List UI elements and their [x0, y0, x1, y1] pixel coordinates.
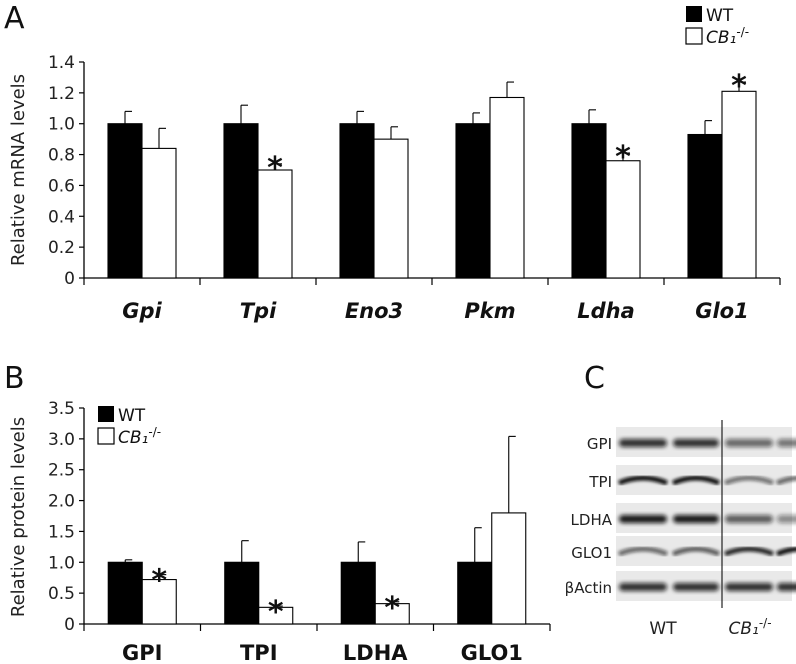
- legend-swatch-wt: [686, 6, 702, 22]
- bar-cb1-b: [258, 606, 294, 625]
- legend-label-wt: WT: [706, 6, 734, 26]
- blot-band: [776, 546, 796, 557]
- bar-wt-a: [223, 123, 259, 279]
- blot-band: [725, 583, 773, 591]
- blot-band: [619, 515, 667, 523]
- legend-label-cb1-b: CB₁-/-: [118, 425, 161, 448]
- bar-wt-b: [107, 561, 143, 625]
- blot-band: [725, 515, 773, 523]
- y-tick-label-b: 0.5: [48, 584, 75, 604]
- blot-band: [673, 583, 719, 591]
- category-label-b: GPI: [122, 641, 162, 664]
- y-tick-label-b: 1.0: [48, 553, 75, 573]
- legend-a: WT CB₁-/-: [685, 6, 749, 48]
- blot-band: [777, 583, 796, 591]
- category-label-a: Glo1: [695, 299, 748, 323]
- y-tick-label-b: 2.0: [48, 492, 75, 512]
- blot-band: [618, 475, 668, 486]
- y-tick-label-a: 0.4: [48, 207, 75, 227]
- bar-cb1-a: [141, 147, 177, 279]
- legend-swatch-wt-b: [98, 406, 114, 422]
- bar-cb1-b: [491, 512, 527, 625]
- bar-wt-b: [457, 561, 493, 625]
- bar-cb1-a: [721, 90, 757, 279]
- significance-star-b: *: [384, 591, 400, 626]
- blot-band: [724, 546, 774, 557]
- category-label-a: Tpi: [240, 299, 277, 323]
- y-axis-label-b: Relative protein levels: [8, 417, 29, 617]
- y-tick-label-a: 1.0: [48, 115, 75, 135]
- blot-band: [777, 515, 796, 523]
- bar-wt-a: [455, 123, 491, 279]
- legend-swatch-cb1-b: [97, 427, 115, 445]
- bar-wt-a: [571, 123, 607, 279]
- legend-label-wt-b: WT: [118, 406, 146, 426]
- category-label-b: TPI: [240, 641, 278, 664]
- y-tick-label-a: 0: [64, 269, 75, 289]
- blot-band: [672, 546, 720, 557]
- western-blot: GPI TPI LDHA GLO1 βActin WT CB₁-/-: [565, 420, 796, 639]
- y-tick-label-a: 0.8: [48, 146, 75, 166]
- blot-band: [724, 475, 774, 486]
- blot-band: [618, 546, 668, 557]
- y-axis-label-a: Relative mRNA levels: [8, 74, 29, 266]
- category-label-a: Gpi: [122, 299, 162, 323]
- blot-row-label: βActin: [565, 579, 612, 597]
- blot-group-label-wt: WT: [649, 619, 677, 639]
- significance-star-a: *: [731, 69, 747, 104]
- blot-row-label: LDHA: [571, 511, 613, 529]
- y-tick-label-a: 0.2: [48, 238, 75, 258]
- blot-row-label: GPI: [587, 435, 612, 453]
- blot-band: [672, 475, 720, 486]
- legend-swatch-cb1: [685, 27, 703, 45]
- category-label-a: Ldha: [577, 299, 635, 323]
- legend-label-cb1: CB₁-/-: [706, 25, 749, 48]
- blot-band: [673, 515, 719, 523]
- bar-wt-a: [687, 133, 723, 279]
- y-tick-label-a: 1.4: [48, 53, 75, 73]
- significance-star-a: *: [615, 140, 631, 175]
- significance-star-a: *: [267, 151, 283, 186]
- significance-star-b: *: [151, 564, 167, 599]
- panel-letter-b: B: [4, 361, 25, 396]
- bar-wt-b: [340, 561, 376, 625]
- y-tick-label-b: 3.0: [48, 430, 75, 450]
- bar-cb1-b: [374, 603, 410, 625]
- category-label-b: GLO1: [461, 641, 523, 664]
- significance-star-b: *: [268, 595, 284, 630]
- bar-wt-a: [339, 123, 375, 279]
- bar-cb1-a: [489, 96, 525, 279]
- blot-band: [673, 439, 719, 447]
- bar-cb1-b: [141, 579, 177, 625]
- y-tick-label-b: 2.5: [48, 461, 75, 481]
- legend-b: WT CB₁-/-: [97, 406, 161, 448]
- y-tick-label-a: 1.2: [48, 84, 75, 104]
- y-tick-label-a: 0.6: [48, 176, 75, 196]
- bar-cb1-a: [605, 160, 641, 279]
- blot-band: [619, 583, 667, 591]
- chart-a: Relative mRNA levels 0 0.2 0.4 0.6 0.8 1.0 1.2…: [8, 6, 781, 323]
- y-tick-label-b: 3.5: [48, 399, 75, 419]
- blot-group-label-cb1: CB₁-/-: [728, 616, 771, 639]
- chart-b: Relative protein levels 0 0.5 1.0 1.5 2.0 2.5…: [8, 399, 551, 664]
- blot-row-label: TPI: [588, 473, 612, 491]
- category-label-a: Eno3: [345, 299, 403, 323]
- blot-band: [619, 439, 667, 447]
- blot-band: [725, 439, 773, 447]
- bar-cb1-a: [373, 138, 409, 279]
- panel-letter-a: A: [4, 1, 25, 36]
- blot-band: [776, 475, 796, 486]
- blot-row-label: GLO1: [571, 544, 612, 562]
- y-tick-label-b: 0: [64, 615, 75, 635]
- blot-band: [777, 439, 796, 447]
- category-label-b: LDHA: [343, 641, 408, 664]
- y-tick-label-b: 1.5: [48, 522, 75, 542]
- panel-letter-c: C: [584, 361, 605, 396]
- bar-wt-b: [224, 561, 260, 625]
- bar-cb1-a: [257, 169, 293, 279]
- bar-wt-a: [107, 123, 143, 279]
- category-label-a: Pkm: [464, 299, 515, 323]
